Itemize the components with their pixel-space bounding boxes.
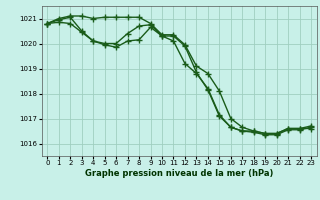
X-axis label: Graphe pression niveau de la mer (hPa): Graphe pression niveau de la mer (hPa): [85, 169, 273, 178]
